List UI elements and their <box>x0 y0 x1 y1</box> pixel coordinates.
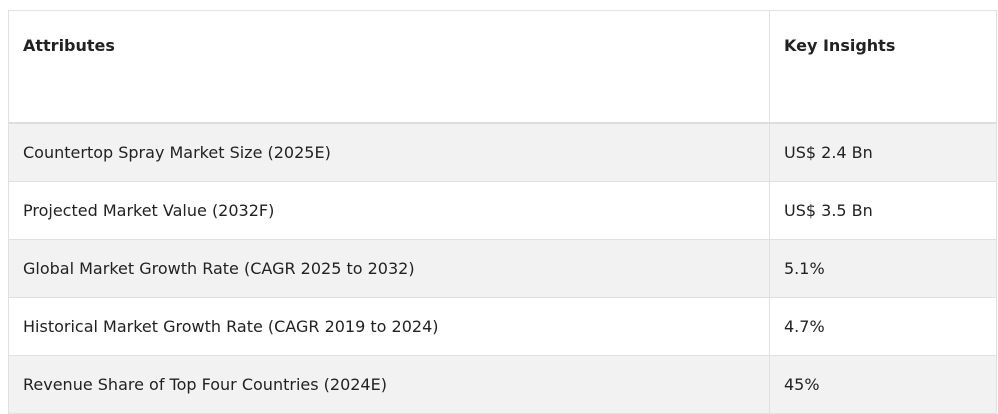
header-cell: Attributes <box>8 10 770 124</box>
header-row: Attributes Key Insights <box>8 10 997 124</box>
table-row: Revenue Share of Top Four Countries (202… <box>8 355 997 414</box>
table-cell: 45% <box>769 355 997 414</box>
table-cell: 5.1% <box>769 239 997 298</box>
table-cell: US$ 3.5 Bn <box>769 181 997 240</box>
header-cell: Key Insights <box>769 10 997 124</box>
table-cell: 4.7% <box>769 297 997 356</box>
table-body: Countertop Spray Market Size (2025E) US$ … <box>8 122 997 414</box>
table-cell: Projected Market Value (2032F) <box>8 181 770 240</box>
table-row: Global Market Growth Rate (CAGR 2025 to … <box>8 239 997 298</box>
table-row: Historical Market Growth Rate (CAGR 2019… <box>8 297 997 356</box>
page: Attributes Key Insights Countertop Spray … <box>8 10 997 414</box>
table-cell: Revenue Share of Top Four Countries (202… <box>8 355 770 414</box>
table-row: Projected Market Value (2032F) US$ 3.5 Bn <box>8 181 997 240</box>
table: Attributes Key Insights Countertop Spray … <box>8 10 997 414</box>
table-cell: US$ 2.4 Bn <box>769 122 997 182</box>
table-cell: Global Market Growth Rate (CAGR 2025 to … <box>8 239 770 298</box>
table-cell: Countertop Spray Market Size (2025E) <box>8 122 770 182</box>
table-cell: Historical Market Growth Rate (CAGR 2019… <box>8 297 770 356</box>
table-row: Countertop Spray Market Size (2025E) US$ … <box>8 122 997 182</box>
